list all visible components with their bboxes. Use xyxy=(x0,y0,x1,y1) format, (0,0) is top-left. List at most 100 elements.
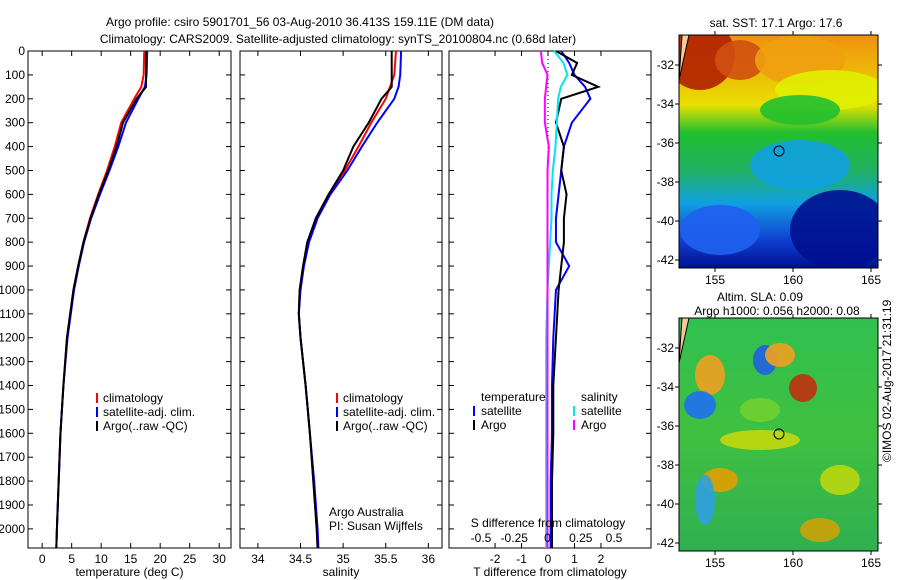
map-blob xyxy=(800,518,840,542)
y-tick-label: 300 xyxy=(5,116,25,130)
legend-label: Argo(..raw -QC) xyxy=(103,419,188,433)
x-tick-label: 30 xyxy=(213,552,227,566)
y-tick-label: 1400 xyxy=(0,379,25,393)
x-tick-label: 20 xyxy=(154,552,168,566)
map-blob xyxy=(740,398,780,422)
legend-label: climatology xyxy=(343,391,403,405)
y-tick-label: -42 xyxy=(657,253,675,267)
y-tick-label: 800 xyxy=(5,235,25,249)
series-temperature-Argo xyxy=(550,50,602,548)
x-tick-label: 34 xyxy=(251,552,265,566)
y-tick-label: 1700 xyxy=(0,450,25,464)
axes-frame xyxy=(239,50,443,549)
series-temperature-satellite xyxy=(549,50,592,548)
map-blob xyxy=(750,140,850,190)
y-tick-label: 1300 xyxy=(0,355,25,369)
y-tick-label: 1800 xyxy=(0,474,25,488)
map-title: sat. SST: 17.1 Argo: 17.6 xyxy=(710,16,843,30)
y-tick-label: 0 xyxy=(18,44,25,58)
top-x-tick-label: -0.25 xyxy=(501,531,529,545)
x-tick-label: 2 xyxy=(598,552,605,566)
map-blob xyxy=(765,343,795,367)
x-axis-label: T difference from climatology xyxy=(473,565,627,579)
legend-salinity-header: salinity xyxy=(581,390,618,404)
map-heatmap xyxy=(679,35,878,268)
map-blob xyxy=(790,190,878,268)
legend-swatch xyxy=(96,421,98,431)
title-line-1: Argo profile: csiro 5901701_56 03-Aug-20… xyxy=(106,15,494,29)
y-tick-label: -36 xyxy=(657,136,675,150)
legend-label: Argo xyxy=(481,418,507,432)
top-x-axis-label: S difference from climatology xyxy=(471,516,626,530)
legend-label: climatology xyxy=(103,391,163,405)
y-tick-label: -34 xyxy=(657,380,675,394)
legend-swatch xyxy=(336,393,338,403)
coastline xyxy=(679,318,690,364)
legend-label: Argo xyxy=(581,418,607,432)
series-salinity-satellite xyxy=(545,50,569,548)
x-axis-label: salinity xyxy=(323,565,360,579)
series-Argo-raw-QC- xyxy=(55,51,148,549)
x-tick-label: 160 xyxy=(783,556,803,570)
x-tick-label: 35.5 xyxy=(374,552,398,566)
map-blob xyxy=(760,95,840,125)
x-tick-label: 36 xyxy=(422,552,436,566)
x-tick-label: 0 xyxy=(545,552,552,566)
legend-label: Argo(..raw -QC) xyxy=(343,419,428,433)
map-blob xyxy=(684,391,716,419)
series-Argo-raw-QC- xyxy=(297,51,393,549)
map-blob xyxy=(680,205,760,255)
y-tick-label: -32 xyxy=(657,341,675,355)
x-tick-label: 165 xyxy=(861,556,881,570)
legend-temperature-header: temperature xyxy=(481,390,546,404)
y-tick-label: -40 xyxy=(657,497,675,511)
map-blob xyxy=(820,465,860,495)
x-tick-label: 25 xyxy=(183,552,197,566)
difference-profile: -2 -1 0 1 2T difference from climatology -0.5… xyxy=(448,50,652,579)
y-tick-label: 600 xyxy=(5,187,25,201)
legend-swatch xyxy=(336,421,338,431)
legend-label: satellite xyxy=(581,404,622,418)
y-tick-label: -40 xyxy=(657,214,675,228)
x-tick-label: 0 xyxy=(39,552,46,566)
axes-frame xyxy=(27,50,232,549)
x-axis-label: temperature (deg C) xyxy=(75,565,183,579)
legend-swatch xyxy=(473,420,475,430)
map-blob xyxy=(695,475,715,525)
title-line-2: Climatology: CARS2009. Satellite-adjuste… xyxy=(100,32,576,46)
argo-location-marker xyxy=(773,428,785,440)
map-blob xyxy=(789,374,817,402)
x-tick-label: 15 xyxy=(124,552,138,566)
x-tick-label: 34.5 xyxy=(289,552,313,566)
y-tick-label: -36 xyxy=(657,419,675,433)
axes-frame xyxy=(448,50,652,549)
coastline xyxy=(679,35,690,81)
y-tick-label: 400 xyxy=(5,140,25,154)
x-tick-label: 155 xyxy=(705,556,725,570)
map-sla: 155 160 165 -32 -34 -36 -38 -40 -42 Altim. SLA: 0… xyxy=(657,290,882,570)
annotation-text: Argo Australia xyxy=(329,505,404,519)
legend-swatch xyxy=(573,406,575,416)
legend-swatch xyxy=(96,407,98,417)
legend-swatch xyxy=(473,406,475,416)
y-tick-label: 1600 xyxy=(0,426,25,440)
legend-swatch xyxy=(573,420,575,430)
y-tick-label: 100 xyxy=(5,68,25,82)
y-tick-label: 1900 xyxy=(0,498,25,512)
top-x-tick-label: 0 xyxy=(544,531,551,545)
y-tick-label: 1000 xyxy=(0,283,25,297)
legend-label: satellite-adj. clim. xyxy=(103,405,195,419)
x-tick-label: -2 xyxy=(490,552,501,566)
legend-swatch xyxy=(336,407,338,417)
annotation-text: PI: Susan Wijffels xyxy=(329,519,423,533)
y-tick-label: -38 xyxy=(657,458,675,472)
y-tick-label: -32 xyxy=(657,58,675,72)
x-tick-label: 1 xyxy=(571,552,578,566)
credit-text: ©IMOS 02-Aug-2017 21:31:19 xyxy=(880,299,894,462)
map-blob xyxy=(695,355,725,395)
map-frame xyxy=(678,34,879,269)
series-salinity-Argo xyxy=(539,50,550,548)
map-title-line-1: Altim. SLA: 0.09 xyxy=(717,290,803,304)
x-tick-label: 160 xyxy=(783,273,803,287)
